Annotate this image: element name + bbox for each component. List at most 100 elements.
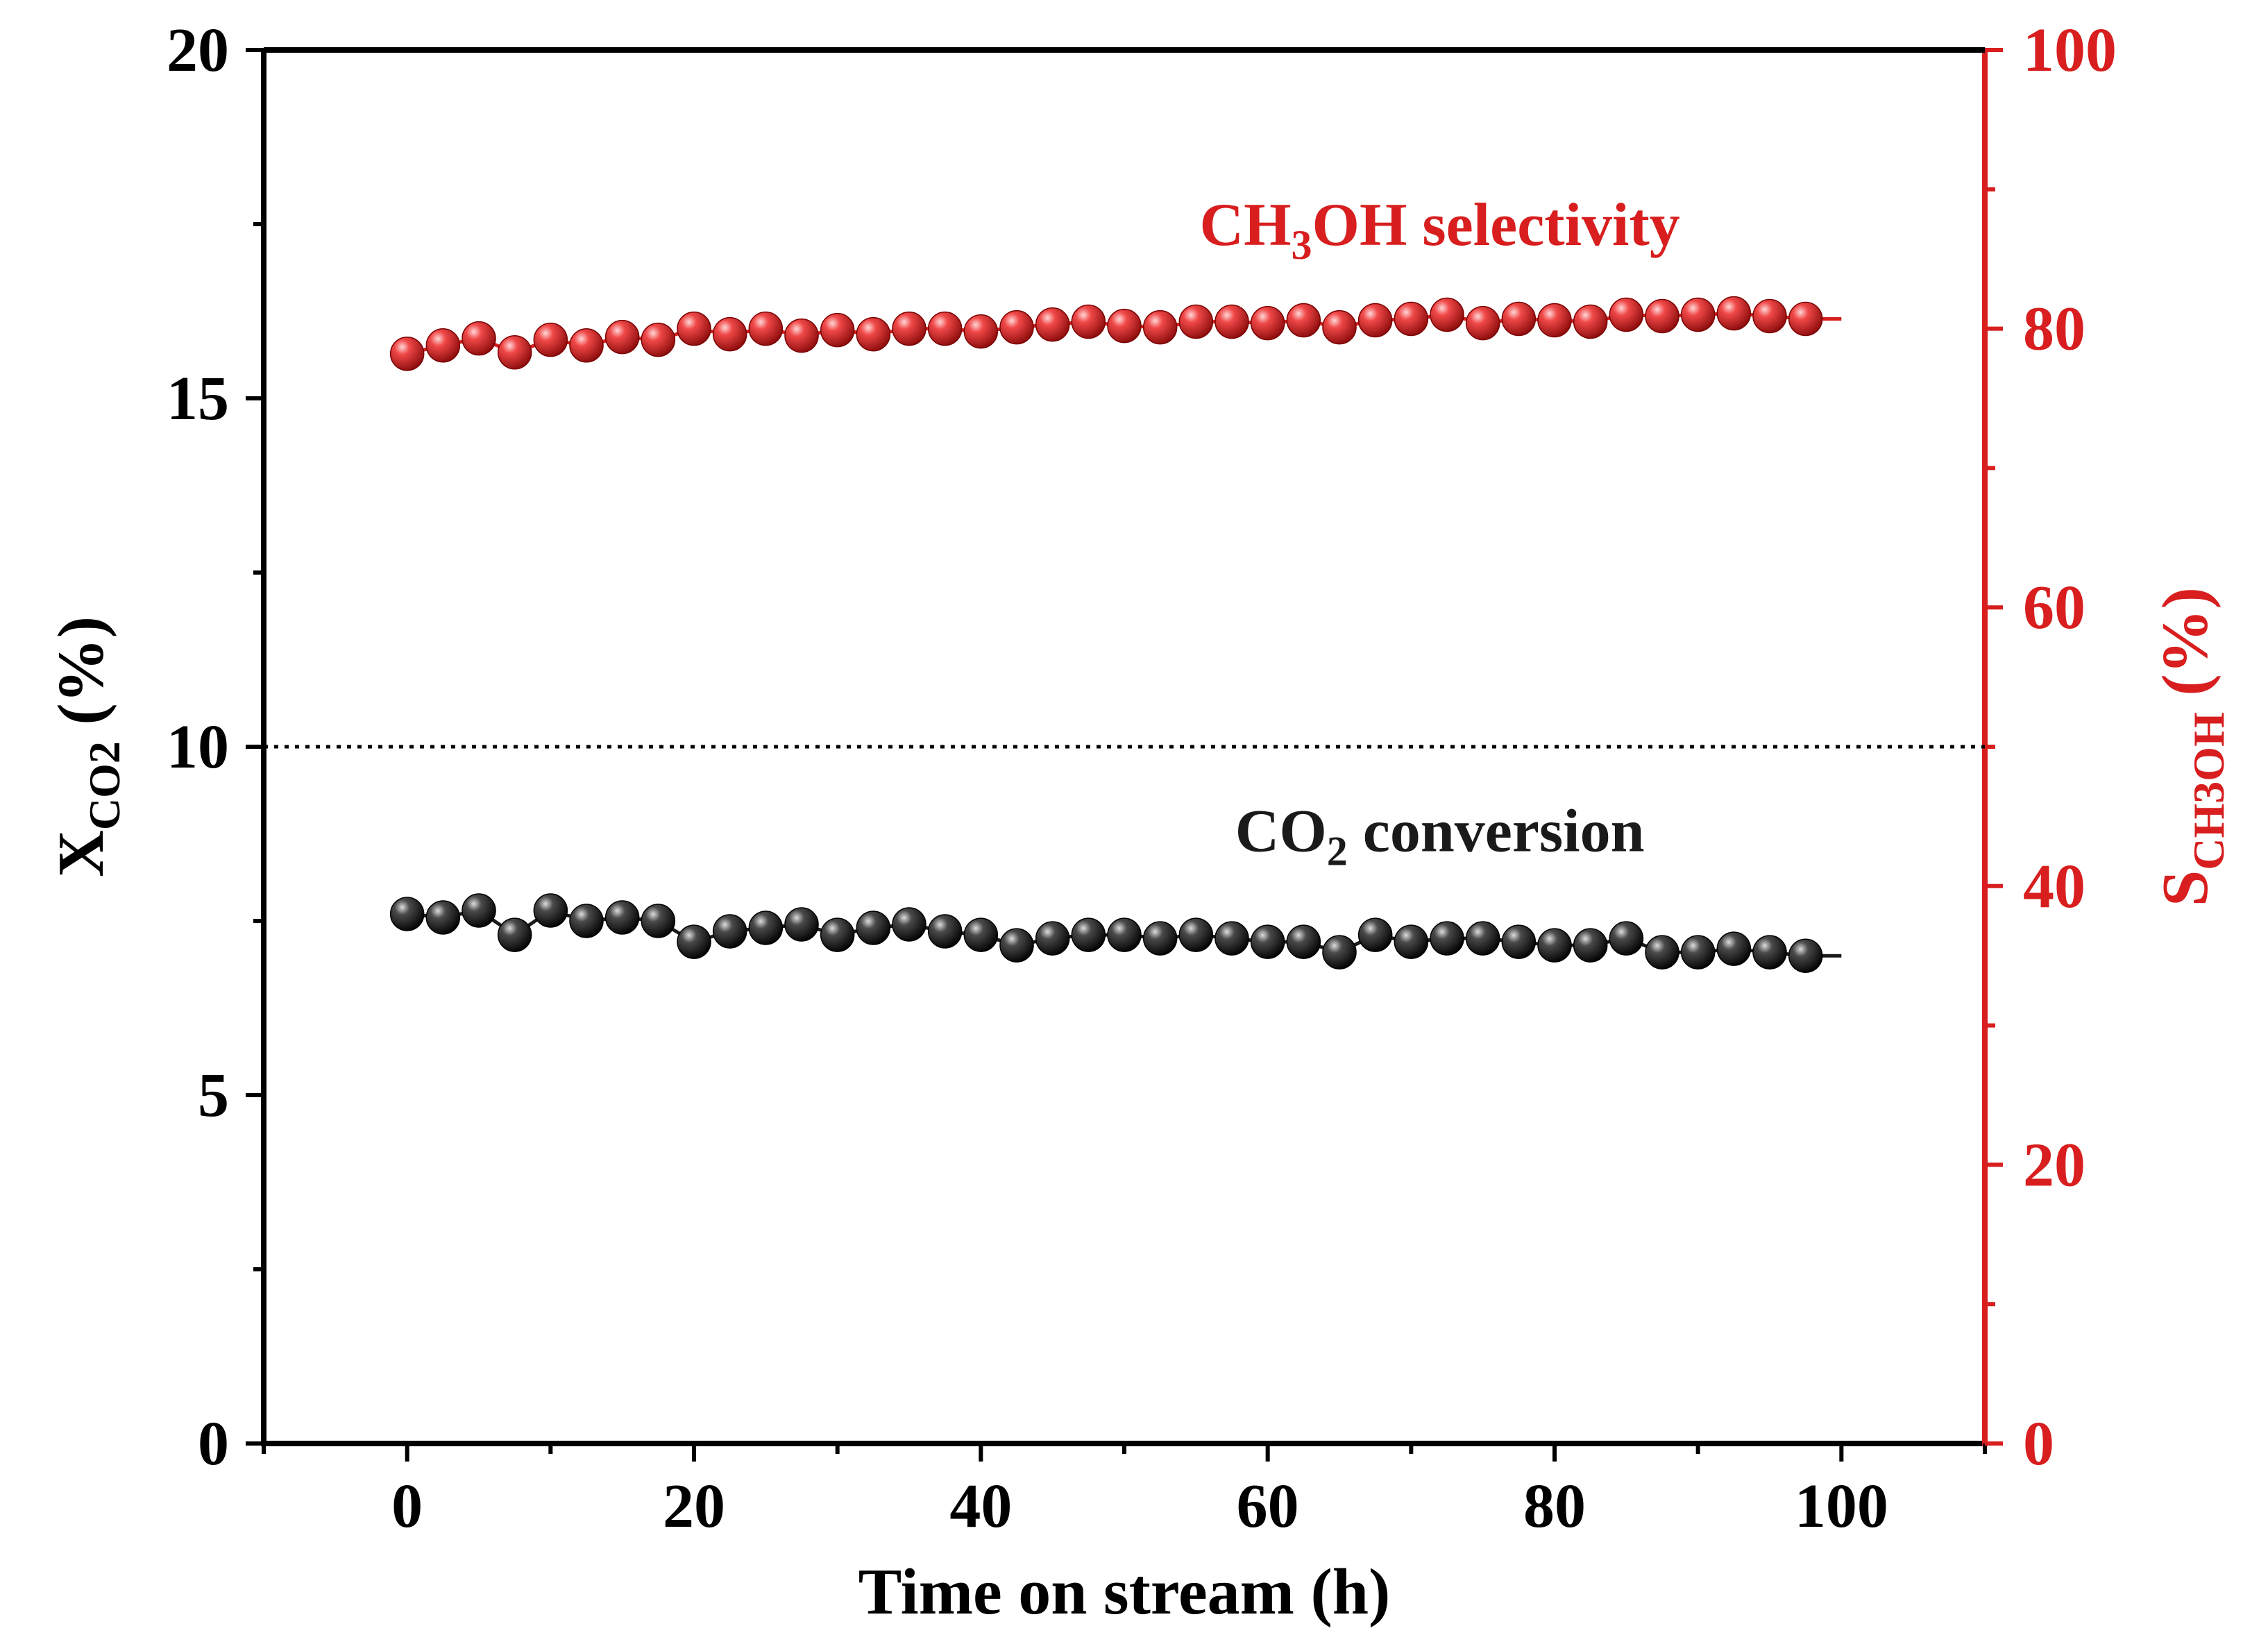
y-axis-right-label: SCH3OH (%) [2149,587,2233,906]
ch3oh-data-point [856,316,891,352]
co2-data-point [389,897,425,931]
y-left-tick-label: 20 [167,16,229,85]
ch3oh-data-point [641,322,676,357]
co2-data-point [784,907,819,942]
ch3oh-data-point [1465,305,1500,341]
co2-data-point [604,900,640,935]
y-axis-left-label-suffix: (%) [45,616,117,741]
ch3oh-data-point [1609,297,1644,332]
co2-data-point [1788,938,1823,973]
co2-data-point [497,917,532,952]
ch3oh-data-point [462,321,496,356]
co2-data-point [1501,924,1537,959]
ch3oh-data-point [748,311,784,346]
ticks-group [246,48,2003,1462]
co2-data-point [712,914,747,949]
ch3oh-data-point [533,322,568,357]
co2-data-point [820,917,855,952]
y-axis-right-label-main: S [2149,870,2222,906]
co2-data-point [1752,935,1787,970]
co2-data-point [927,914,963,949]
annotation-ch3oh-main: CH [1200,192,1292,259]
ch3oh-data-point [1107,308,1142,344]
ch3oh-data-point [1286,303,1321,338]
ch3oh-data-point [1680,297,1716,332]
ch3oh-data-point [1752,298,1787,334]
x-tick-label: 20 [663,1472,725,1541]
annotation-co2-sub: 2 [1327,829,1348,874]
ch3oh-data-point [425,328,461,363]
co2-data-point [1071,917,1106,952]
ch3oh-data-point [1178,304,1214,339]
ch3oh-data-point [1537,303,1572,338]
y-right-tick-label: 20 [2023,1131,2085,1199]
x-tick-label: 0 [391,1472,423,1541]
ch3oh-data-point [1142,310,1178,345]
ch3oh-data-point [1215,304,1249,339]
co2-data-point [569,904,604,938]
co2-data-point [1680,935,1716,970]
co2-data-point [1465,921,1500,956]
ch3oh-data-point [999,310,1034,345]
co2-data-point [1178,917,1214,952]
ch3oh-data-point [569,328,604,363]
ch3oh-data-point [1645,298,1679,334]
co2-data-point [856,911,891,945]
y-left-tick-label: 10 [167,713,229,781]
ch3oh-data-point [1357,303,1393,338]
y-right-tick-label: 100 [2023,16,2117,85]
axes-group [261,47,1988,1446]
ch3oh-data-point [1035,307,1070,342]
co2-data-point [1357,917,1393,952]
annotation-co2-main: CO [1235,798,1327,865]
y-axis-right-label-sub: CH3OH [2184,712,2233,870]
ch3oh-data-point [1716,296,1752,331]
co2-data-point [748,911,784,945]
co2-data-point [1645,935,1679,970]
co2-data-point [1430,921,1464,956]
annotation-ch3oh-sub: 3 [1292,222,1312,268]
ch3oh-data-point [712,316,747,352]
ch3oh-data-point [892,311,926,346]
ch3oh-data-point [784,318,819,353]
co2-data-point [1035,921,1070,956]
ch3oh-data-point [1501,301,1537,337]
y-right-tick-label: 60 [2023,573,2085,642]
y-axis-left-label-main: X [45,830,117,877]
co2-data-point [677,924,711,959]
co2-data-point [1573,928,1608,963]
y-axis-right-label-suffix: (%) [2149,587,2222,712]
series-points-group [389,296,1823,973]
y-right-tick-label: 0 [2023,1409,2054,1478]
co2-data-point [999,928,1034,963]
co2-data-point [1286,924,1321,959]
annotation-ch3oh-rest: OH selectivity [1312,192,1680,259]
co2-data-point [1142,921,1178,956]
annotation-co2-conversion: CO2 conversion [1235,798,1645,874]
co2-data-point [1394,924,1429,959]
co2-data-point [1716,931,1752,966]
y-left-tick-label: 5 [198,1061,229,1130]
ch3oh-data-point [1788,301,1823,337]
y-axis-left-label-sub: CO2 [80,741,129,830]
co2-data-point [963,917,999,952]
annotation-co2-rest: conversion [1348,798,1645,865]
ch3oh-data-point [1573,304,1608,339]
ch3oh-data-point [389,336,425,371]
annotation-ch3oh-selectivity: CH3OH selectivity [1200,192,1680,268]
co2-data-point [892,907,926,942]
x-tick-label: 100 [1795,1472,1888,1541]
co2-data-point [1215,921,1249,956]
ch3oh-data-point [1071,304,1106,339]
x-tick-label: 40 [949,1472,1012,1541]
ch3oh-data-point [1430,297,1464,332]
y-right-tick-label: 40 [2023,852,2085,921]
x-axis-label: Time on stream (h) [858,1556,1391,1628]
ch3oh-data-point [963,314,999,349]
co2-data-point [1107,917,1142,952]
x-tick-label: 60 [1237,1472,1299,1541]
ch3oh-data-point [497,335,532,370]
co2-data-point [462,893,496,928]
